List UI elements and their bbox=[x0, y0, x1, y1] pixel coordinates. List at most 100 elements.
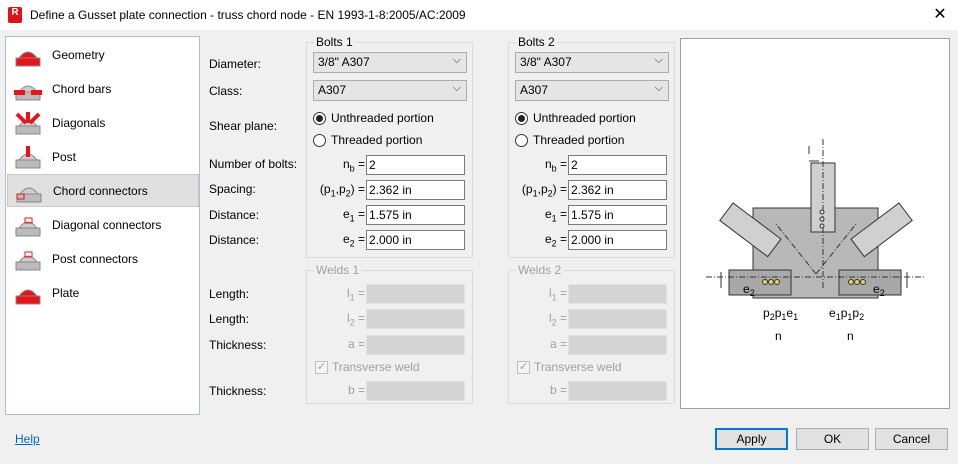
shear-plane-radio-unthreaded[interactable]: Unthreaded portion bbox=[313, 111, 434, 125]
spacing-input[interactable]: 2.362 in bbox=[366, 180, 465, 200]
transverse-weld-checkbox[interactable]: ✓ Transverse weld bbox=[517, 360, 622, 374]
e2-input[interactable]: 2.000 in bbox=[366, 230, 465, 250]
equals: = bbox=[357, 286, 365, 300]
sidebar-item-diagonals[interactable]: Diagonals bbox=[7, 106, 199, 139]
sidebar-item-post-connectors[interactable]: Post connectors bbox=[7, 242, 199, 275]
bolts-1-group: Bolts 1 3/8" A307 ⌵ A307 ⌵ Unthreaded portion… bbox=[306, 35, 473, 258]
class-select[interactable]: A307 ⌵ bbox=[313, 80, 467, 101]
right-spacing-labels: e1p1p2 bbox=[829, 306, 864, 322]
radio-indicator[interactable] bbox=[313, 111, 326, 125]
e2-right-label: e2 bbox=[873, 282, 885, 298]
a-symbol: a = bbox=[307, 337, 365, 351]
spacing-input[interactable]: 2.362 in bbox=[568, 180, 667, 200]
chevron-down-icon: ⌵ bbox=[452, 82, 461, 94]
sidebar-item-plate[interactable]: Plate bbox=[7, 276, 199, 309]
symbol-sub: 2 bbox=[349, 317, 355, 328]
l2-input[interactable] bbox=[366, 309, 465, 329]
symbol-sub: 1 bbox=[551, 213, 557, 224]
symbol: n bbox=[342, 157, 350, 171]
group-title: Welds 2 bbox=[516, 263, 564, 277]
label-diameter: Diameter: bbox=[209, 57, 262, 71]
l2-input[interactable] bbox=[568, 309, 667, 329]
ok-button[interactable]: OK bbox=[796, 428, 869, 450]
l1-symbol: l1 = bbox=[509, 286, 567, 302]
b-input[interactable] bbox=[366, 381, 465, 401]
class-select[interactable]: A307 ⌵ bbox=[515, 80, 669, 101]
shear-plane-radio-threaded[interactable]: Threaded portion bbox=[313, 133, 422, 147]
nb-value: 2 bbox=[369, 158, 376, 172]
spacing-symbol: (p1,p2) = bbox=[307, 182, 365, 198]
checkbox-indicator[interactable]: ✓ bbox=[517, 360, 530, 374]
bolts-2-group: Bolts 2 3/8" A307 ⌵ A307 ⌵ Unthreaded portion… bbox=[508, 35, 675, 258]
symbol: l bbox=[548, 286, 552, 300]
a-input[interactable] bbox=[568, 335, 667, 355]
e1-symbol: e1 = bbox=[509, 207, 567, 223]
group-title: Bolts 2 bbox=[516, 35, 557, 49]
n-left-label: n bbox=[775, 329, 782, 343]
label-num-bolts: Number of bolts: bbox=[209, 157, 298, 171]
symbol: 1 bbox=[532, 188, 538, 199]
symbol: b bbox=[347, 383, 355, 397]
help-link[interactable]: Help bbox=[15, 432, 40, 446]
a-input[interactable] bbox=[366, 335, 465, 355]
diagonals-icon bbox=[15, 111, 41, 134]
diameter-select[interactable]: 3/8" A307 ⌵ bbox=[515, 52, 669, 73]
apply-button[interactable]: Apply bbox=[715, 428, 788, 450]
sidebar-item-label: Diagonal connectors bbox=[52, 217, 162, 232]
left-diagonal-bar bbox=[719, 202, 782, 258]
b-input[interactable] bbox=[568, 381, 667, 401]
shear-plane-radio-unthreaded[interactable]: Unthreaded portion bbox=[515, 111, 636, 125]
chord-connectors-icon bbox=[16, 187, 42, 202]
radio-indicator[interactable] bbox=[515, 133, 528, 147]
sidebar-item-chord-connectors[interactable]: Chord connectors bbox=[7, 174, 199, 207]
checkbox-indicator[interactable]: ✓ bbox=[315, 360, 328, 374]
l1-input[interactable] bbox=[568, 284, 667, 304]
nb-input[interactable]: 2 bbox=[366, 155, 465, 175]
sidebar: Geometry Chord bars Diagonals Post Chord con… bbox=[5, 36, 200, 415]
sidebar-item-label: Plate bbox=[52, 285, 80, 300]
a-symbol: a = bbox=[509, 337, 567, 351]
e2-left-label: e2 bbox=[743, 282, 755, 298]
label-length1: Length: bbox=[209, 287, 250, 301]
sidebar-item-label: Geometry bbox=[52, 47, 105, 62]
label-thickness2: Thickness: bbox=[209, 384, 267, 398]
equals: = bbox=[357, 337, 365, 351]
symbol: ,p bbox=[537, 182, 548, 196]
radio-indicator[interactable] bbox=[313, 133, 326, 147]
e2-symbol: e2 = bbox=[509, 232, 567, 248]
shear-plane-radio-threaded[interactable]: Threaded portion bbox=[515, 133, 624, 147]
equals: = bbox=[559, 383, 567, 397]
l1-input[interactable] bbox=[366, 284, 465, 304]
symbol: 2 bbox=[547, 188, 553, 199]
equals: = bbox=[559, 157, 567, 171]
symbol-sub: 2 bbox=[551, 317, 557, 328]
close-button[interactable]: ✕ bbox=[933, 6, 947, 23]
radio-label: Unthreaded portion bbox=[331, 111, 434, 125]
group-title: Welds 1 bbox=[314, 263, 362, 277]
nb-input[interactable]: 2 bbox=[568, 155, 667, 175]
sidebar-item-chord-bars[interactable]: Chord bars bbox=[7, 72, 199, 105]
chord-bars-icon bbox=[14, 85, 42, 100]
symbol: 1 bbox=[330, 188, 336, 199]
cancel-button[interactable]: Cancel bbox=[875, 428, 948, 450]
transverse-weld-checkbox[interactable]: ✓ Transverse weld bbox=[315, 360, 420, 374]
radio-indicator[interactable] bbox=[515, 111, 528, 125]
post-icon bbox=[15, 145, 41, 168]
diameter-select[interactable]: 3/8" A307 ⌵ bbox=[313, 52, 467, 73]
equals: = bbox=[559, 337, 567, 351]
symbol: 2 bbox=[345, 188, 351, 199]
sidebar-item-post[interactable]: Post bbox=[7, 140, 199, 173]
nb-value: 2 bbox=[571, 158, 578, 172]
e1-input[interactable]: 1.575 in bbox=[366, 205, 465, 225]
sidebar-item-label: Post connectors bbox=[52, 251, 139, 266]
b-symbol: b = bbox=[307, 383, 365, 397]
sidebar-item-geometry[interactable]: Geometry bbox=[7, 38, 199, 71]
sidebar-item-diagonal-connectors[interactable]: Diagonal connectors bbox=[7, 208, 199, 241]
chevron-down-icon: ⌵ bbox=[654, 82, 663, 94]
welds-2-group: Welds 2 l1 = l2 = a = b = ✓ Transverse weld bbox=[508, 263, 675, 404]
left-spacing-labels: p2p1e1 bbox=[763, 306, 798, 322]
e1-input[interactable]: 1.575 in bbox=[568, 205, 667, 225]
symbol: e bbox=[342, 232, 350, 246]
spacing-value: 2.362 in bbox=[571, 183, 614, 197]
e2-input[interactable]: 2.000 in bbox=[568, 230, 667, 250]
